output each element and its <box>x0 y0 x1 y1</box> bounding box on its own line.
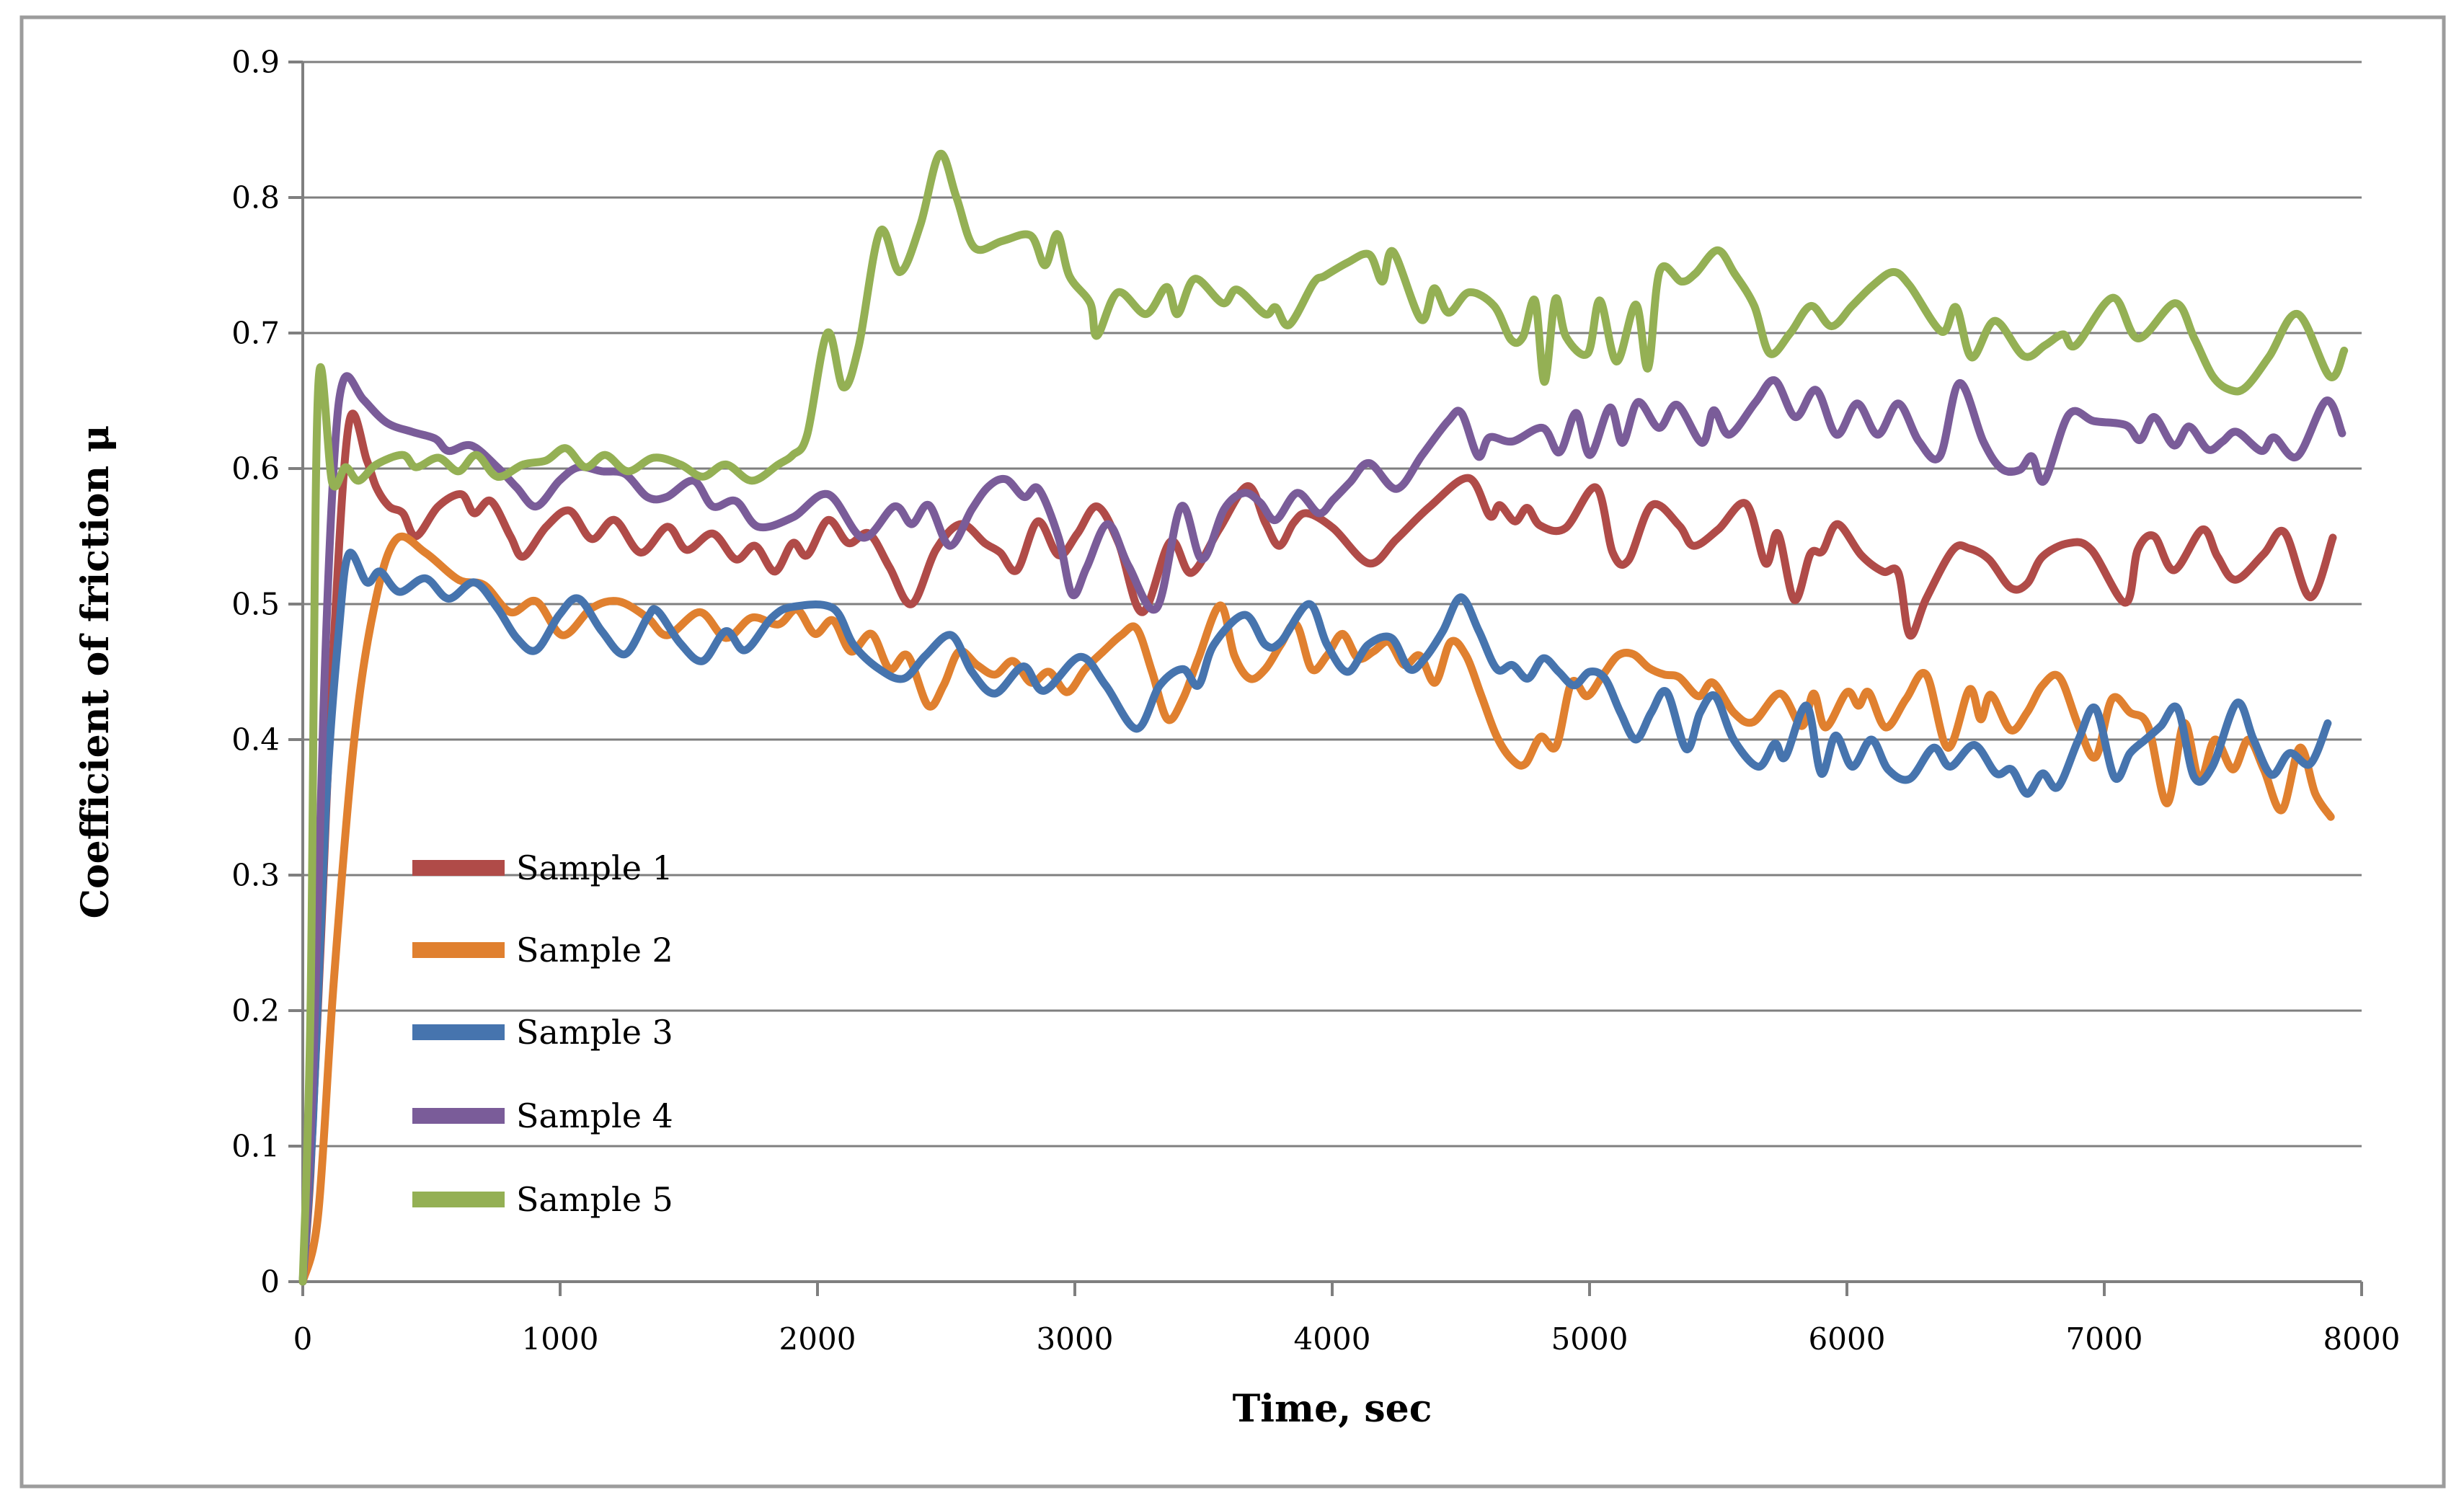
chart-border <box>19 15 2446 1489</box>
y-tick-label: 0.7 <box>231 316 280 351</box>
y-tick-label: 0 <box>260 1264 280 1300</box>
gridlines <box>303 61 2362 1148</box>
y-tick-label: 0.1 <box>231 1129 280 1164</box>
x-tick-label: 7000 <box>2066 1321 2143 1357</box>
y-tick-label: 0.3 <box>231 858 280 893</box>
x-tick-label: 4000 <box>1294 1321 1371 1357</box>
y-tick-label: 0.6 <box>231 451 280 487</box>
series-line-sample-3 <box>298 549 2332 1286</box>
series-line-sample-5 <box>298 150 2349 1286</box>
series-line-sample-1 <box>298 409 2337 1286</box>
series-line-sample-2 <box>298 532 2335 1286</box>
x-tick-label: 3000 <box>1037 1321 1114 1357</box>
legend-label-sample-4: Sample 4 <box>516 1096 673 1135</box>
series-line-sample-4 <box>298 372 2346 1286</box>
x-axis-title: Time, sec <box>1233 1387 1432 1431</box>
legend-label-sample-5: Sample 5 <box>516 1180 673 1219</box>
y-axis-title: Coefficient of friction μ <box>74 425 118 919</box>
y-tick-label: 0.8 <box>231 180 280 216</box>
tick-labels: 0 0.1 0.2 0.3 0.4 0.5 0.6 0.7 0.8 0.9 0 1000 2000 300… <box>231 45 2400 1357</box>
x-tick-label: 6000 <box>1809 1321 1886 1357</box>
y-tick-label: 0.4 <box>231 722 280 758</box>
legend-label-sample-2: Sample 2 <box>516 931 673 970</box>
legend-label-sample-3: Sample 3 <box>516 1013 673 1052</box>
series-lines <box>298 150 2349 1286</box>
x-tick-label: 0 <box>293 1321 313 1357</box>
y-tick-label: 0.5 <box>231 587 280 622</box>
legend-label-sample-1: Sample 1 <box>516 848 673 887</box>
y-tick-label: 0.9 <box>231 45 280 80</box>
x-tick-label: 5000 <box>1551 1321 1628 1357</box>
x-tick-label: 8000 <box>2323 1321 2401 1357</box>
y-tick-label: 0.2 <box>231 993 280 1029</box>
axis-ticks <box>288 61 2363 1296</box>
legend: Sample 1 Sample 2 Sample 3 Sample 4 Samp… <box>412 848 673 1219</box>
x-tick-label: 1000 <box>522 1321 599 1357</box>
x-tick-label: 2000 <box>779 1321 856 1357</box>
